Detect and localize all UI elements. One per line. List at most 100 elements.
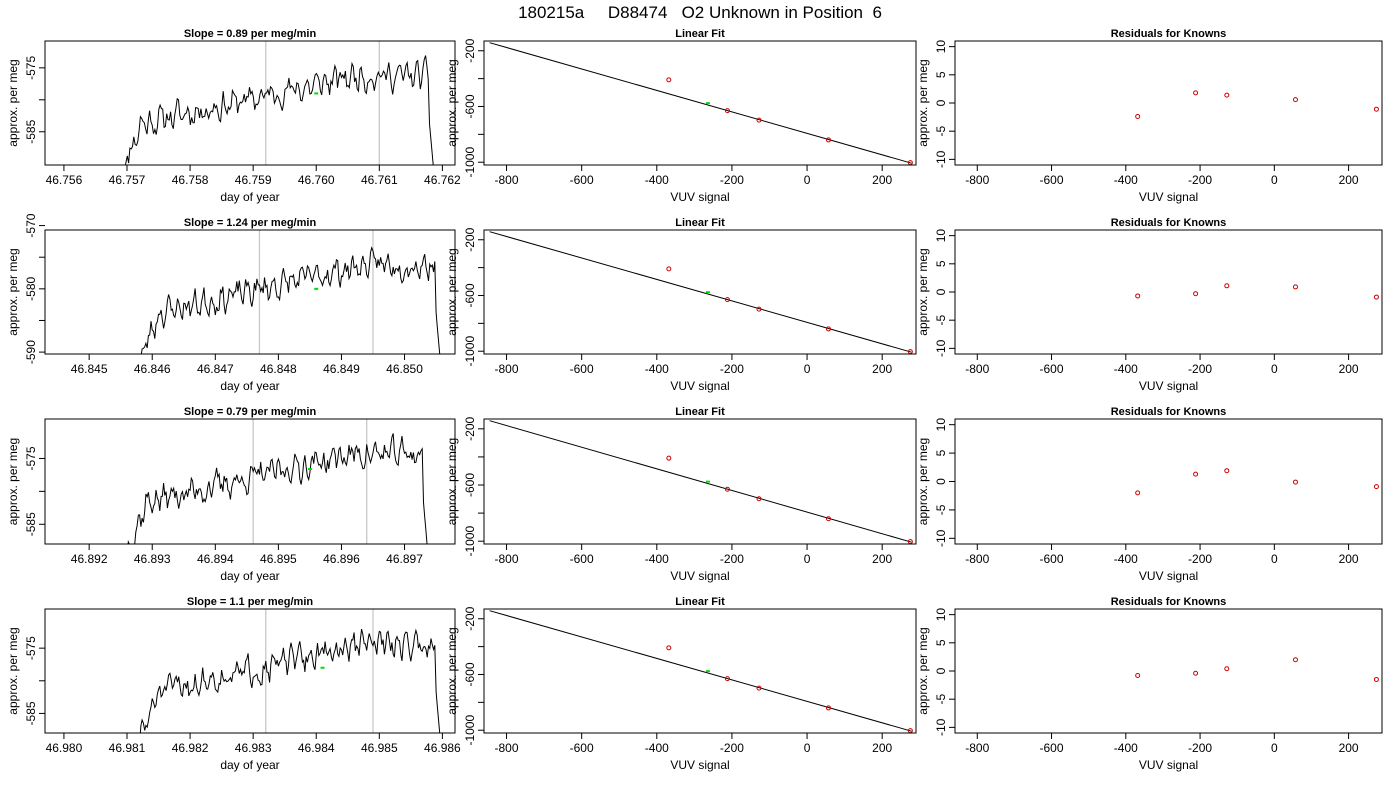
y-tick-label: 0 bbox=[934, 288, 948, 295]
panel-title: Slope = 1.1 per meg/min bbox=[187, 596, 314, 608]
plot-area bbox=[1135, 657, 1379, 682]
panel-title: Residuals for Knowns bbox=[1111, 596, 1227, 608]
data-point bbox=[666, 455, 672, 461]
y-tick-label: -590 bbox=[24, 340, 38, 364]
x-tick-label: 46.756 bbox=[46, 173, 83, 187]
x-tick-label: 46.762 bbox=[424, 173, 461, 187]
data-point bbox=[724, 676, 730, 682]
x-axis-label: VUV signal bbox=[1139, 569, 1198, 583]
data-point bbox=[724, 297, 730, 303]
data-point bbox=[1193, 90, 1199, 96]
x-axis-label: day of year bbox=[220, 569, 279, 583]
fit-line bbox=[489, 420, 912, 543]
x-tick-label: 200 bbox=[872, 741, 892, 755]
data-point bbox=[724, 108, 730, 114]
plot-frame bbox=[483, 229, 917, 355]
plot-area bbox=[489, 42, 913, 165]
data-point bbox=[1135, 114, 1141, 120]
x-tick-label: 200 bbox=[872, 362, 892, 376]
data-point bbox=[1193, 291, 1199, 297]
x-axis-label: VUV signal bbox=[670, 569, 729, 583]
x-tick-label: -200 bbox=[1188, 362, 1212, 376]
y-axis-label: approx. per meg bbox=[445, 438, 459, 525]
x-tick-label: 46.850 bbox=[386, 362, 423, 376]
plot-area bbox=[489, 420, 913, 544]
y-tick-label: -600 bbox=[463, 473, 477, 497]
data-point bbox=[825, 516, 831, 522]
x-tick-label: -400 bbox=[645, 362, 669, 376]
data-point bbox=[756, 496, 762, 502]
data-point bbox=[1373, 676, 1379, 682]
x-tick-label: -400 bbox=[1114, 741, 1138, 755]
y-tick-label: 10 bbox=[934, 40, 948, 54]
y-axis-label: approx. per meg bbox=[6, 59, 20, 146]
y-tick-label: -200 bbox=[463, 227, 477, 251]
x-tick-label: 46.986 bbox=[424, 741, 461, 755]
panel-title: Linear Fit bbox=[675, 596, 725, 608]
y-tick-label: 5 bbox=[934, 449, 948, 456]
y-tick-label: -585 bbox=[24, 119, 38, 143]
y-tick-label: -1000 bbox=[463, 526, 477, 557]
y-tick-label: -10 bbox=[934, 150, 948, 168]
data-point bbox=[1224, 468, 1230, 474]
panel-1-1: Slope = 0.89 per meg/min day of year appro… bbox=[6, 28, 461, 204]
x-tick-label: -800 bbox=[965, 552, 989, 566]
panel-title: Linear Fit bbox=[675, 406, 725, 418]
panel-2-2: Linear Fit VUV signal approx. per meg -800 -… bbox=[445, 217, 917, 393]
x-tick-label: 46.981 bbox=[109, 741, 146, 755]
panel-title: Slope = 0.89 per meg/min bbox=[184, 28, 317, 40]
y-axis-label: approx. per meg bbox=[445, 59, 459, 146]
plot-frame bbox=[44, 40, 456, 166]
data-point bbox=[1224, 666, 1230, 672]
y-tick-label: -10 bbox=[934, 529, 948, 547]
y-tick-label: 0 bbox=[934, 478, 948, 485]
y-tick-label: 0 bbox=[934, 667, 948, 674]
y-tick-label: -585 bbox=[24, 701, 38, 725]
x-tick-label: 0 bbox=[804, 173, 811, 187]
panel-title: Slope = 0.79 per meg/min bbox=[184, 406, 317, 418]
panel-title: Slope = 1.24 per meg/min bbox=[184, 217, 317, 229]
y-tick-label: -580 bbox=[24, 277, 38, 301]
x-tick-label: 0 bbox=[804, 362, 811, 376]
panel-4-2: Linear Fit VUV signal approx. per meg -800 -… bbox=[445, 596, 917, 772]
x-tick-label: 0 bbox=[1271, 741, 1278, 755]
x-tick-label: 46.897 bbox=[386, 552, 423, 566]
y-tick-label: -5 bbox=[934, 694, 948, 705]
data-point bbox=[1135, 673, 1141, 679]
x-axis-label: VUV signal bbox=[1139, 758, 1198, 772]
x-tick-label: -600 bbox=[570, 173, 594, 187]
y-tick-label: -575 bbox=[24, 446, 38, 470]
data-point bbox=[1193, 670, 1199, 676]
y-tick-label: -5 bbox=[934, 504, 948, 515]
x-tick-label: 0 bbox=[1271, 173, 1278, 187]
x-axis-label: VUV signal bbox=[1139, 379, 1198, 393]
data-point bbox=[1373, 484, 1379, 490]
data-point bbox=[1193, 471, 1199, 477]
time-series-line bbox=[127, 433, 428, 544]
fit-line bbox=[489, 610, 912, 732]
x-tick-label: 46.846 bbox=[134, 362, 171, 376]
panel-2-3: Residuals for Knowns VUV signal approx. pe… bbox=[916, 217, 1383, 393]
x-tick-label: -600 bbox=[570, 741, 594, 755]
panel-title: Residuals for Knowns bbox=[1111, 28, 1227, 40]
panel-3-2: Linear Fit VUV signal approx. per meg -800 -… bbox=[445, 406, 917, 583]
plot-area bbox=[489, 610, 913, 733]
y-tick-label: -570 bbox=[24, 213, 38, 237]
x-tick-label: -800 bbox=[965, 173, 989, 187]
plot-frame bbox=[483, 40, 917, 166]
y-axis-label: approx. per meg bbox=[916, 438, 930, 525]
data-point bbox=[825, 137, 831, 143]
data-point bbox=[1135, 293, 1141, 299]
data-point bbox=[1292, 479, 1298, 485]
x-tick-label: 46.845 bbox=[71, 362, 108, 376]
y-tick-label: 10 bbox=[934, 418, 948, 432]
plot-frame bbox=[44, 229, 456, 355]
x-tick-label: 200 bbox=[1339, 741, 1359, 755]
panel-title: Residuals for Knowns bbox=[1111, 217, 1227, 229]
x-tick-label: -800 bbox=[495, 741, 519, 755]
x-tick-label: -400 bbox=[1114, 173, 1138, 187]
y-axis-label: approx. per meg bbox=[445, 248, 459, 335]
x-tick-label: 200 bbox=[872, 173, 892, 187]
panel-title: Linear Fit bbox=[675, 28, 725, 40]
x-tick-label: 46.757 bbox=[109, 173, 146, 187]
